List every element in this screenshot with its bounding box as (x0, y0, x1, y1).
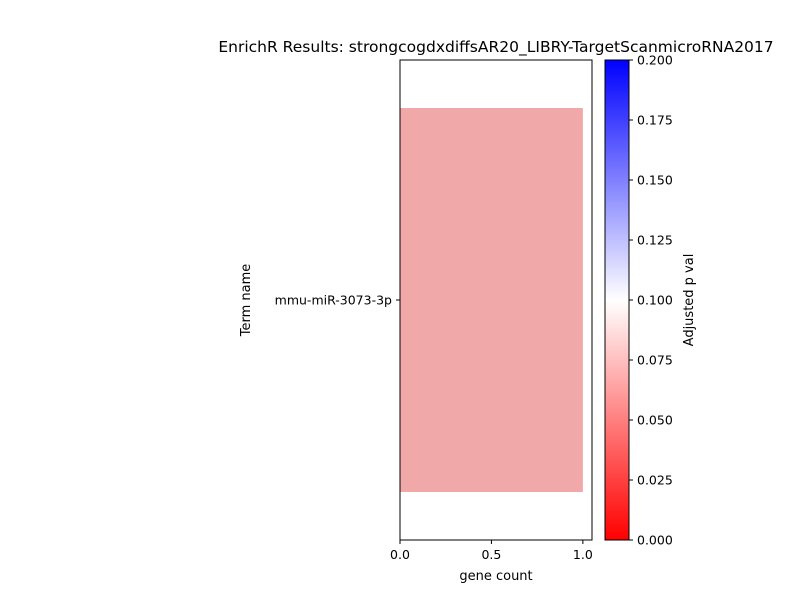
x-tick-label: 0.0 (390, 547, 410, 562)
colorbar-tick-label: 0.075 (637, 353, 673, 368)
colorbar-label: Adjusted p val (682, 254, 697, 347)
colorbar-tick-label: 0.125 (637, 233, 673, 248)
colorbar-tick-label: 0.100 (637, 293, 673, 308)
x-tick-label: 1.0 (573, 547, 593, 562)
colorbar-ticks: 0.000 0.025 0.050 0.075 0.100 0.125 0.150 0.175… (629, 53, 673, 548)
colorbar-tick-label: 0.050 (637, 413, 673, 428)
bar (400, 108, 583, 492)
colorbar-tick-label: 0.025 (637, 473, 673, 488)
y-axis-label: Term name (239, 264, 254, 338)
chart-title: EnrichR Results: strongcogdxdiffsAR20_LI… (218, 38, 773, 57)
colorbar-tick-label: 0.200 (637, 53, 673, 68)
x-tick-label: 0.5 (481, 547, 501, 562)
x-axis-label: gene count (459, 569, 532, 584)
x-axis-ticks: 0.0 0.5 1.0 (390, 540, 593, 562)
colorbar (604, 59, 630, 541)
y-tick-label: mmu-miR-3073-3p (275, 293, 392, 308)
plot-frame (399, 59, 593, 541)
colorbar-tick-label: 0.150 (637, 173, 673, 188)
y-axis-ticks: mmu-miR-3073-3p (275, 293, 400, 308)
bars-group (400, 108, 583, 492)
colorbar-tick-label: 0.175 (637, 113, 673, 128)
colorbar-tick-label: 0.000 (637, 533, 673, 548)
